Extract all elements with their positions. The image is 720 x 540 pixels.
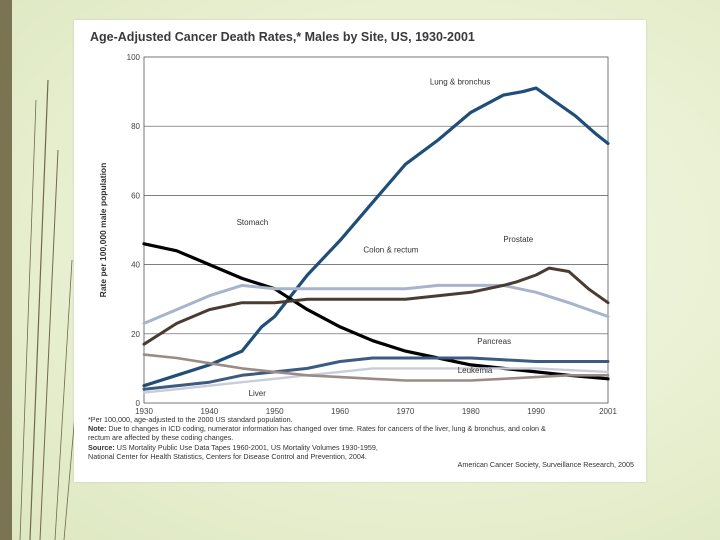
series-line-stomach [142, 242, 610, 381]
line-chart: 0 20 40 60 80 100 1930 1940 1950 1960 1970 1980 1990… [98, 53, 617, 416]
y-tick-label: 40 [131, 261, 140, 270]
chart-card: Age-Adjusted Cancer Death Rates,* Males … [74, 20, 646, 482]
x-tick-label: 1960 [331, 407, 349, 416]
plot-frame [143, 56, 609, 404]
x-tick-label: 1970 [397, 407, 415, 416]
x-tick-label: 1990 [527, 407, 545, 416]
note-text: Due to changes in ICD coding, numerator … [106, 424, 546, 434]
series-line-liver [142, 353, 610, 382]
y-axis-label: Rate per 100,000 male population [98, 163, 108, 298]
x-tick-label: 1940 [200, 407, 218, 416]
series-label-colon-rectum: Colon & rectum [363, 245, 418, 254]
footnote-line: *Per 100,000, age-adjusted to the 2000 U… [88, 415, 293, 424]
series-label-pancreas: Pancreas [477, 337, 511, 346]
x-tick-label: 1980 [462, 407, 480, 416]
series-line-colon-rectum [142, 283, 610, 325]
series-label-leukemia: Leukemia [458, 366, 493, 375]
series-line-leukemia [142, 367, 610, 394]
y-tick-label: 100 [127, 53, 141, 62]
series-label-lung-bronchus: Lung & bronchus [430, 78, 491, 87]
chart-title: Age-Adjusted Cancer Death Rates,* Males … [90, 30, 475, 44]
series-line-lung-bronchus [142, 86, 610, 388]
chart-notes: *Per 100,000, age-adjusted to the 2000 U… [88, 415, 636, 461]
source-text: US Mortality Public Use Data Tapes 1960-… [114, 442, 378, 452]
note-line: Note: Due to changes in ICD coding, nume… [88, 424, 636, 433]
series-label-stomach: Stomach [237, 218, 269, 227]
source-label: Source: [88, 442, 115, 452]
series-line-prostate [142, 266, 610, 346]
series-label-prostate: Prostate [503, 235, 533, 244]
y-tick-label: 20 [131, 330, 140, 339]
source-line-2: National Center for Health Statistics, C… [88, 451, 367, 461]
series-label-liver: Liver [249, 389, 267, 398]
left-accent-strip [0, 0, 12, 540]
decorative-lines [19, 79, 79, 540]
y-tick-label: 60 [131, 191, 140, 200]
y-tick-label: 80 [131, 122, 140, 131]
note-label: Note: [88, 424, 107, 434]
source-line: Source: US Mortality Public Use Data Tap… [88, 443, 636, 452]
x-tick-label: 1950 [266, 407, 284, 416]
credit-text: American Cancer Society, Surveillance Re… [457, 460, 634, 469]
series-line-pancreas [142, 356, 610, 391]
note-line-2: rectum are affected by these coding chan… [88, 433, 234, 443]
x-tick-label: 1930 [135, 407, 153, 416]
y-tick-label: 0 [136, 399, 141, 408]
x-tick-label: 2001 [599, 407, 617, 416]
